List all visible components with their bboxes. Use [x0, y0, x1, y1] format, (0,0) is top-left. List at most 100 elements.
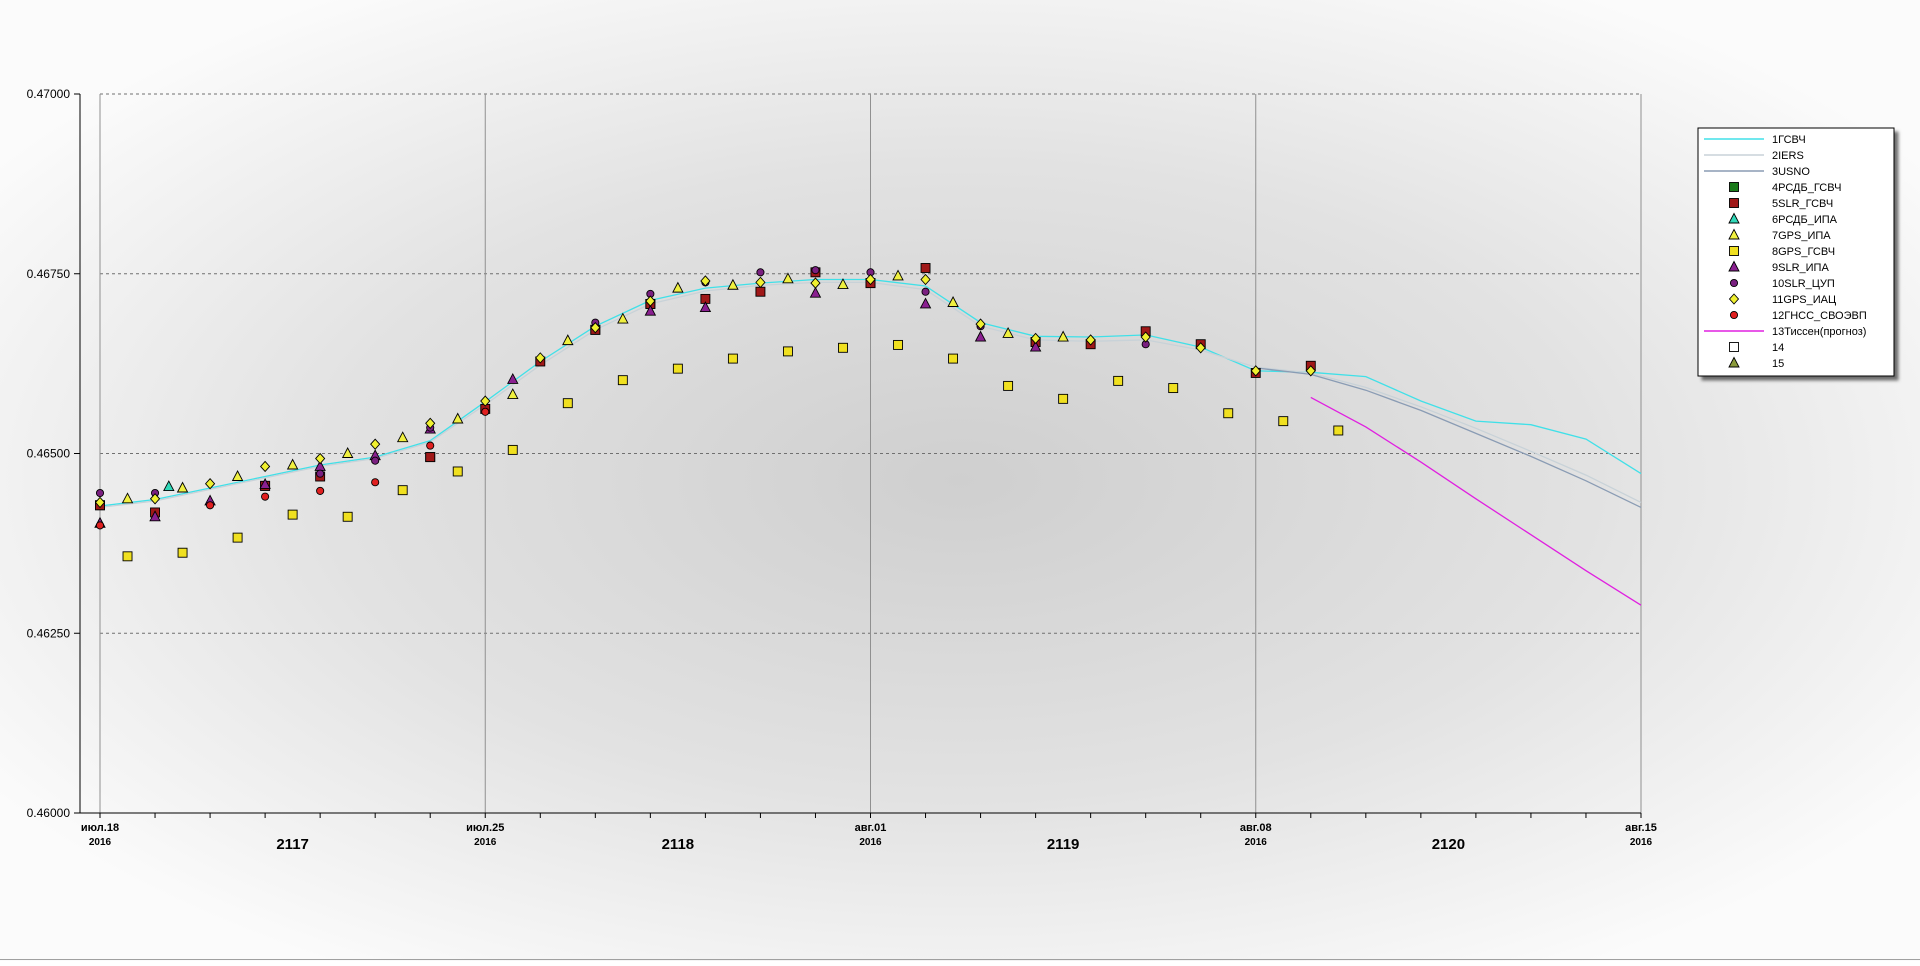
series-11-point [1195, 342, 1206, 354]
legend-swatch-marker [1728, 293, 1740, 305]
series-11-point [755, 276, 766, 289]
series-7-point [1002, 326, 1014, 338]
series-11-point [260, 460, 271, 473]
series-9-point [259, 477, 271, 489]
series-8-point [1168, 383, 1179, 394]
series-11-point [1085, 334, 1096, 346]
series-8-point [177, 547, 188, 558]
series-11-point [1250, 365, 1261, 377]
x-tick-year: 2016 [89, 837, 112, 848]
series-9-point [1029, 340, 1042, 352]
series-8-point [672, 363, 683, 374]
legend-label: 5SLR_ГСВЧ [1772, 198, 1833, 210]
y-tick-label: 0.47000 [27, 87, 71, 101]
series-9-point [809, 286, 822, 298]
legend-swatch-marker [1729, 342, 1739, 352]
legend-label: 8GPS_ГСВЧ [1772, 246, 1835, 258]
series-8-point [1003, 380, 1014, 391]
series-11-point [204, 478, 216, 490]
series-11-point [370, 438, 381, 450]
legend-label: 6РСДБ_ИПА [1772, 214, 1838, 226]
y-tick-label: 0.46750 [27, 267, 71, 281]
series-8-point [838, 342, 848, 353]
series-11-point [535, 352, 546, 364]
series-7-point [1057, 330, 1069, 342]
series-11-point [590, 322, 601, 334]
legend-swatch-marker [1729, 198, 1739, 208]
series-7-point [947, 296, 959, 307]
series-7-point [341, 447, 354, 458]
series-7-point [396, 431, 409, 443]
series-8-point [452, 466, 463, 477]
legend-swatch-marker [1728, 212, 1740, 224]
series-11-point [700, 275, 711, 287]
series-8-point [1058, 393, 1069, 404]
series-12-point [316, 486, 325, 495]
y-tick-label: 0.46250 [27, 626, 71, 640]
legend-label: 9SLR_ИПА [1772, 262, 1829, 274]
x-tick-year: 2016 [474, 837, 497, 848]
series-10-point [371, 456, 380, 465]
series-10-point [921, 287, 930, 296]
series-8-point [1333, 425, 1344, 436]
series-7-point [562, 334, 574, 346]
series-8-point [507, 444, 518, 455]
legend-label: 7GPS_ИПА [1772, 230, 1831, 242]
series-7-point [286, 458, 299, 470]
series-8-point [1223, 408, 1234, 419]
series-11-point [975, 318, 986, 330]
x-tick-label: авг.01 [855, 822, 887, 834]
x-tick-label: авг.08 [1240, 822, 1272, 834]
x-tick-year: 2016 [1245, 837, 1268, 848]
legend-label: 12ГНСС_СВОЭВП [1772, 310, 1867, 322]
series-5-point [920, 263, 931, 273]
series-11-point [1030, 332, 1041, 345]
series-8-point [1113, 375, 1124, 386]
series-10-point [756, 268, 765, 277]
series-13-line [1310, 396, 1642, 606]
x-tick-label: авг.15 [1625, 822, 1657, 834]
series-11-point [425, 417, 436, 429]
series-9-point [644, 304, 657, 316]
x-tick-year: 2016 [1630, 837, 1653, 848]
series-11-point [480, 395, 491, 407]
series-11-point [1140, 331, 1151, 343]
y-tick-label: 0.46500 [27, 447, 71, 461]
series-12-point [206, 501, 215, 510]
legend-swatch-marker [1729, 182, 1739, 192]
series-7-point [672, 281, 684, 293]
axis-layer: 0.46000 0.46250 0.46500 0.46750 0.47000 июл.1… [27, 87, 1657, 853]
series-9-point [149, 510, 161, 522]
week-label: 2120 [1432, 836, 1465, 853]
series-9-point [974, 330, 987, 342]
legend-label: 10SLR_ЦУП [1772, 278, 1835, 290]
series-7-point [176, 481, 189, 493]
legend-swatch-marker [1728, 260, 1740, 272]
series-8-point [122, 551, 133, 562]
series-8-point [1278, 416, 1289, 427]
series-8-point [782, 346, 793, 357]
week-label: 2117 [276, 836, 309, 853]
series-11-point [94, 496, 106, 509]
series-11-point [810, 277, 821, 289]
series-8-point [232, 532, 243, 543]
legend-swatch-marker [1728, 356, 1740, 368]
week-label: 2119 [1047, 836, 1080, 853]
series-7-point [727, 278, 739, 290]
legend-swatch-marker [1728, 228, 1740, 240]
series-8-point [342, 511, 353, 522]
series-11-point [149, 493, 161, 505]
legend-label: 2IERS [1772, 150, 1804, 162]
series-7-point [892, 269, 904, 281]
series-7-point [782, 272, 794, 284]
series-11-point [315, 452, 326, 465]
series-9-point [699, 301, 712, 312]
series-7-point [121, 492, 134, 504]
series-9-point [919, 297, 932, 309]
legend-swatch-marker [1729, 278, 1739, 288]
series-12-point [95, 521, 105, 530]
series-7-point [507, 388, 519, 399]
legend-label: 1ГСВЧ [1772, 134, 1806, 146]
